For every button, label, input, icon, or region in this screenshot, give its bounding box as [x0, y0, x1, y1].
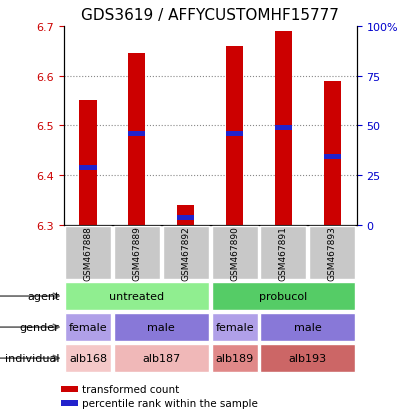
Bar [65, 282, 208, 311]
Text: GSM467888: GSM467888 [83, 225, 92, 280]
Text: alb187: alb187 [142, 353, 180, 363]
Bar [225, 132, 243, 137]
Bar [61, 386, 78, 392]
Bar [65, 226, 111, 280]
Bar [177, 205, 194, 225]
Text: GSM467893: GSM467893 [327, 225, 336, 280]
Text: individual: individual [5, 353, 59, 363]
Bar [308, 226, 354, 280]
Text: agent: agent [27, 291, 59, 301]
Text: female: female [68, 322, 107, 332]
Title: GDS3619 / AFFYCUSTOMHF15777: GDS3619 / AFFYCUSTOMHF15777 [81, 8, 338, 23]
Text: male: male [293, 322, 321, 332]
Text: GSM467889: GSM467889 [132, 225, 141, 280]
Bar [260, 313, 354, 342]
Bar [79, 101, 96, 225]
Bar [260, 226, 306, 280]
Text: transformed count: transformed count [82, 384, 179, 394]
Bar [128, 132, 145, 137]
Bar [211, 313, 257, 342]
Bar [128, 54, 145, 225]
Bar [65, 344, 111, 373]
Bar [211, 282, 354, 311]
Bar [260, 344, 354, 373]
Bar [225, 47, 243, 225]
Text: alb193: alb193 [288, 353, 326, 363]
Bar [65, 313, 111, 342]
Bar [79, 166, 96, 171]
Bar [61, 400, 78, 406]
Bar [211, 344, 257, 373]
Text: GSM467890: GSM467890 [229, 225, 238, 280]
Text: female: female [215, 322, 253, 332]
Text: gender: gender [20, 322, 59, 332]
Text: male: male [147, 322, 175, 332]
Text: GSM467891: GSM467891 [278, 225, 287, 280]
Bar [114, 313, 208, 342]
Text: alb189: alb189 [215, 353, 253, 363]
Bar [323, 154, 340, 159]
Text: GSM467892: GSM467892 [181, 225, 190, 280]
Text: probucol: probucol [258, 291, 307, 301]
Bar [162, 226, 208, 280]
Text: percentile rank within the sample: percentile rank within the sample [82, 398, 258, 408]
Bar [211, 226, 257, 280]
Text: alb168: alb168 [69, 353, 107, 363]
Bar [323, 81, 340, 225]
Text: untreated: untreated [109, 291, 164, 301]
Bar [177, 215, 194, 220]
Bar [114, 226, 160, 280]
Bar [114, 344, 208, 373]
Bar [274, 32, 291, 225]
Bar [274, 126, 291, 131]
